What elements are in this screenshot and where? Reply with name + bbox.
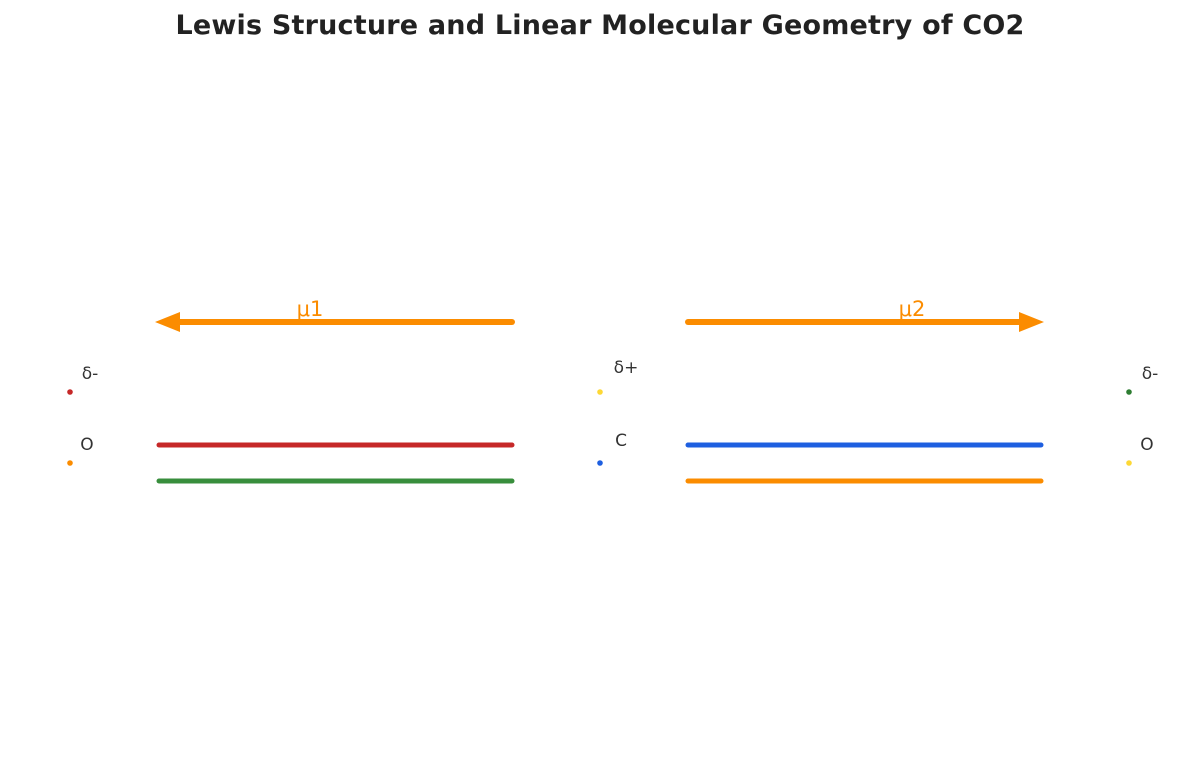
charge-marker-left bbox=[67, 389, 73, 395]
charge-label-right: δ- bbox=[1142, 364, 1159, 384]
dipole-arrow-left: μ1 bbox=[155, 297, 515, 332]
atom-marker-left bbox=[67, 460, 73, 466]
dipole-arrow-right-head bbox=[1019, 312, 1044, 332]
atom-carbon: δ+ C bbox=[597, 358, 638, 466]
left-double-bond bbox=[156, 442, 515, 484]
dipole-label-right: μ2 bbox=[899, 297, 926, 321]
dipole-label-left: μ1 bbox=[297, 297, 324, 321]
charge-label-center: δ+ bbox=[614, 358, 639, 378]
atom-label-right: O bbox=[1140, 435, 1153, 455]
right-double-bond bbox=[685, 442, 1044, 484]
charge-label-left: δ- bbox=[82, 364, 99, 384]
atom-label-left: O bbox=[80, 435, 93, 455]
diagram-title: Lewis Structure and Linear Molecular Geo… bbox=[175, 10, 1025, 41]
dipole-arrow-right: μ2 bbox=[685, 297, 1044, 332]
atom-marker-right bbox=[1126, 460, 1132, 466]
dipole-arrow-left-head bbox=[155, 312, 180, 332]
atom-right-oxygen: δ- O bbox=[1126, 364, 1158, 466]
charge-marker-right bbox=[1126, 389, 1132, 395]
atom-label-center: C bbox=[615, 431, 627, 451]
atom-left-oxygen: δ- O bbox=[67, 364, 98, 466]
charge-marker-center bbox=[597, 389, 603, 395]
atom-marker-center bbox=[597, 460, 603, 466]
